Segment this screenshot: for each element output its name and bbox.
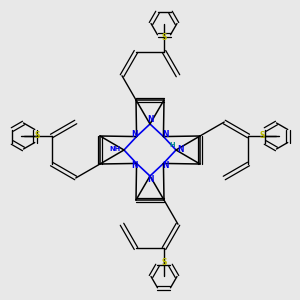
Text: N: N bbox=[177, 146, 183, 154]
Text: S: S bbox=[35, 131, 40, 140]
Text: N: N bbox=[147, 116, 153, 124]
Text: N: N bbox=[162, 130, 169, 139]
Text: N: N bbox=[147, 176, 153, 184]
Text: N: N bbox=[131, 130, 138, 139]
Text: NH: NH bbox=[110, 146, 121, 152]
Text: N: N bbox=[162, 161, 169, 170]
Text: S: S bbox=[161, 258, 167, 267]
Text: S: S bbox=[161, 33, 167, 42]
Text: S: S bbox=[260, 131, 265, 140]
Text: N: N bbox=[131, 161, 138, 170]
Text: H: H bbox=[169, 142, 175, 148]
